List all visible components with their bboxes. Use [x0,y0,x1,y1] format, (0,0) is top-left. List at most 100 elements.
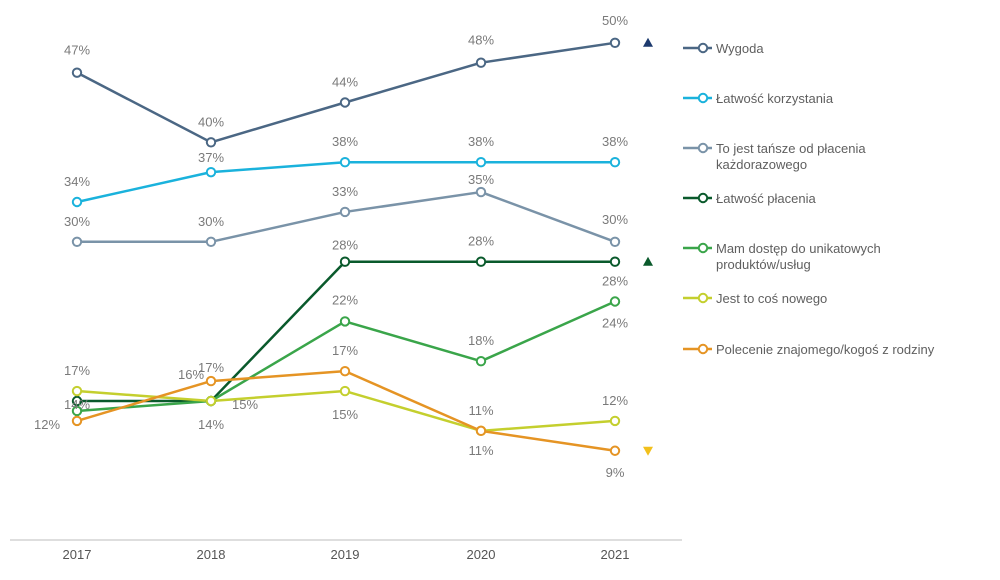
data-point [71,405,83,417]
data-label: 17% [198,360,224,375]
legend-label: Łatwość korzystania [716,91,834,106]
data-point [339,97,351,108]
x-tick-labels: 2017 2018 2019 2020 2021 [63,547,630,562]
data-point [205,375,217,387]
legend-item: Wygoda [683,41,764,56]
legend-label: Wygoda [716,41,764,56]
data-label: 47% [64,43,90,58]
data-label: 16% [178,367,204,382]
data-point [339,316,351,327]
data-point [609,296,621,307]
data-point [475,256,487,267]
data-label: 50% [602,13,628,28]
series-line [76,41,616,144]
legend-marker [697,343,709,355]
legend-marker [697,142,709,154]
data-point [339,157,351,168]
data-point [475,356,487,367]
data-label: 24% [602,316,628,331]
series-line [77,260,615,403]
data-point [609,157,621,168]
data-label: 15% [232,397,258,412]
data-label: 34% [64,174,90,189]
data-point [475,157,487,168]
legend-marker [697,242,709,254]
data-point [71,415,83,427]
x-tick-label: 2018 [197,547,226,562]
data-label: 38% [602,134,628,149]
data-label: 18% [468,333,494,348]
series-points [71,37,621,456]
data-label: 44% [332,75,358,90]
data-label: 17% [332,343,358,358]
data-point [339,206,351,218]
data-point [475,425,487,437]
data-label: 14% [64,397,90,412]
trend-arrow [643,256,653,266]
legend-label: Polecenie znajomego/kogoś z rodziny [716,342,935,357]
data-label: 15% [332,407,358,422]
data-label: 38% [468,134,494,149]
legend-marker [697,292,709,304]
legend-label: To jest tańsze od płacenia [716,141,866,156]
legend-label: Łatwość płacenia [716,191,816,206]
data-label: 12% [602,393,628,408]
x-tick-label: 2019 [331,547,360,562]
data-point [71,236,83,248]
legend-marker [697,42,709,54]
data-point [339,256,351,267]
data-label: 30% [64,214,90,229]
data-label: 28% [602,274,628,289]
data-point [71,385,83,397]
data-label: 17% [64,363,90,378]
trend-arrow [643,37,653,47]
data-point [205,395,217,407]
data-point [71,196,83,208]
data-label: 40% [198,114,224,129]
data-point [205,166,217,178]
data-label: 28% [332,238,358,253]
data-label: 12% [34,417,60,432]
data-label: 14% [198,417,224,432]
data-point [475,186,487,198]
data-label: 35% [468,172,494,187]
legend-item: Łatwość korzystania [683,91,834,106]
data-label: 48% [468,33,494,48]
data-label: 22% [332,292,358,307]
legend-marker [697,92,709,104]
data-label: 38% [332,134,358,149]
data-point [609,256,621,267]
legend-label: produktów/usług [716,257,811,272]
x-tick-label: 2017 [63,547,92,562]
x-tick-label: 2020 [467,547,496,562]
data-labels: 47% 40% 44% 48% 50% 34% 37% 38% 38% 38% 30% 30% 33% 3… [34,13,628,480]
legend-marker [697,192,709,204]
data-point [609,415,621,427]
data-label: 28% [468,234,494,249]
data-label: 9% [606,465,625,480]
data-point [475,57,487,68]
legend: Wygoda Łatwość korzystania To jest tańsze … [683,41,935,357]
data-point [205,137,217,148]
data-point [339,385,351,397]
data-point [609,236,621,248]
data-point [71,67,83,78]
trend-markers [643,37,653,456]
data-point [205,236,217,248]
data-point [71,395,83,407]
data-label: 11% [468,403,493,418]
data-label: 30% [198,214,224,229]
legend-label: Mam dostęp do unikatowych [716,241,881,256]
data-point [339,365,351,377]
data-label: 11% [468,443,493,458]
data-point [609,37,621,48]
x-tick-label: 2021 [601,547,630,562]
data-point [609,445,621,456]
data-label: 33% [332,184,358,199]
data-label: 30% [602,212,628,227]
legend-item: Polecenie znajomego/kogoś z rodziny [683,342,935,357]
legend-item: Łatwość płacenia [683,191,816,206]
